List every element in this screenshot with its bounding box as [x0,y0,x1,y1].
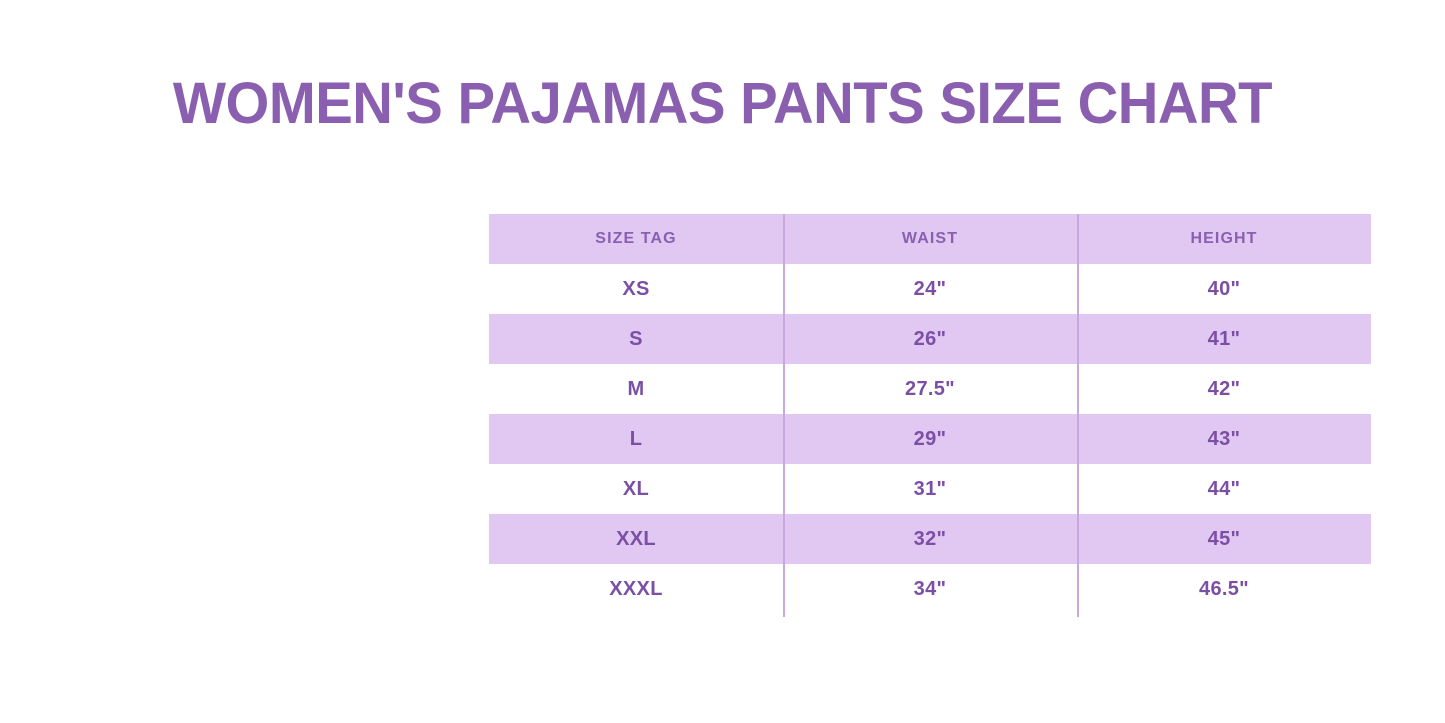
column-header-height: HEIGHT [1077,214,1371,264]
size-chart-table-container: SIZE TAG WAIST HEIGHT XS 24" 40" S 26" 4… [489,214,1371,617]
cell-height: 41" [1077,314,1371,364]
table-row: XS 24" 40" [489,264,1371,314]
cell-size-tag: M [489,364,783,414]
cell-size-tag: XXXL [489,564,783,614]
table-row: XXXL 34" 46.5" [489,564,1371,614]
column-header-size-tag: SIZE TAG [489,214,783,264]
table-row: XXL 32" 45" [489,514,1371,564]
cell-waist: 24" [783,264,1077,314]
cell-height: 40" [1077,264,1371,314]
cell-size-tag: XXL [489,514,783,564]
cell-waist: 32" [783,514,1077,564]
cell-waist: 31" [783,464,1077,514]
table-row: L 29" 43" [489,414,1371,464]
column-header-waist: WAIST [783,214,1077,264]
cell-waist: 26" [783,314,1077,364]
table-header-row: SIZE TAG WAIST HEIGHT [489,214,1371,264]
cell-size-tag: XL [489,464,783,514]
cell-size-tag: L [489,414,783,464]
size-chart-table: SIZE TAG WAIST HEIGHT XS 24" 40" S 26" 4… [489,214,1371,614]
table-row: XL 31" 44" [489,464,1371,514]
page-title: WOMEN'S PAJAMAS PANTS SIZE CHART [172,71,1273,136]
cell-height: 45" [1077,514,1371,564]
cell-waist: 29" [783,414,1077,464]
table-body: XS 24" 40" S 26" 41" M 27.5" 42" L 29" [489,264,1371,614]
cell-height: 46.5" [1077,564,1371,614]
cell-size-tag: S [489,314,783,364]
cell-height: 43" [1077,414,1371,464]
cell-waist: 27.5" [783,364,1077,414]
table-header: SIZE TAG WAIST HEIGHT [489,214,1371,264]
cell-waist: 34" [783,564,1077,614]
cell-height: 44" [1077,464,1371,514]
cell-height: 42" [1077,364,1371,414]
table-row: M 27.5" 42" [489,364,1371,414]
table-row: S 26" 41" [489,314,1371,364]
cell-size-tag: XS [489,264,783,314]
